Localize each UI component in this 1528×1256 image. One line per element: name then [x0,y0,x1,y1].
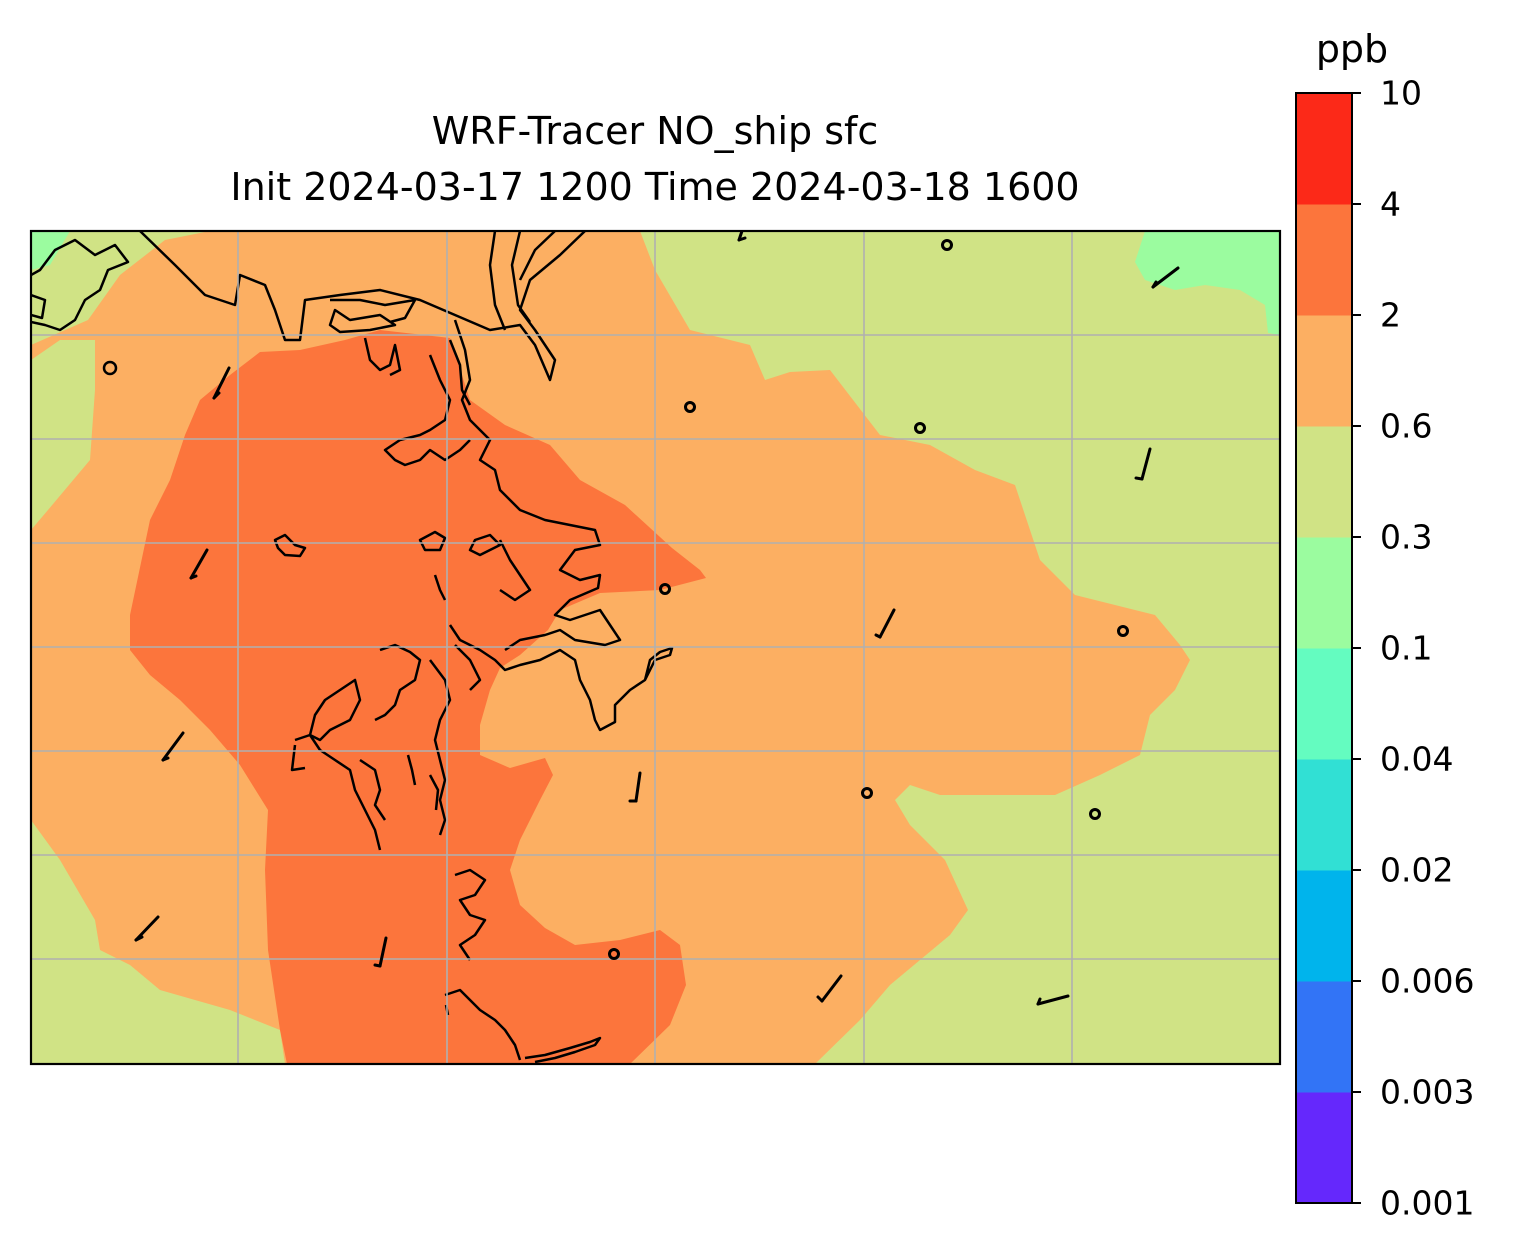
colorbar-unit-label: ppb [1315,27,1389,71]
field-band-0.1-0.3-nw [31,231,70,270]
calm-wind-circle [914,422,926,434]
wind-barb [1036,994,1070,1006]
colorbar-band [1296,759,1352,871]
wind-barb [189,548,209,580]
colorbar-tick-label: 4 [1380,184,1401,224]
field-band-2-4 [130,330,706,1064]
wind-barb [628,771,642,803]
wind-barb [161,731,185,762]
colorbar-tick-label: 0.04 [1380,739,1454,779]
colorbar-tick-label: 0.003 [1380,1072,1475,1112]
calm-wind-circle [1089,808,1101,820]
wind-barb [1151,266,1180,289]
wind-barb [737,231,747,242]
wind-barb [373,936,388,968]
calm-wind-circle [608,948,620,960]
colorbar-tick-label: 2 [1380,295,1401,335]
colorbar-band [1296,1092,1352,1204]
colorbar-tick-label: 10 [1380,73,1422,113]
wind-barb [874,608,896,639]
colorbar [1296,93,1352,1204]
calm-wind-circle [1117,625,1129,637]
colorbar-band [1296,93,1352,205]
wind-barbs [134,231,1180,1006]
wind-barb [816,974,843,1003]
colorbar-tick-label: 0.3 [1380,517,1433,557]
colorbar-ticks [1352,92,1361,1204]
colorbar-band [1296,204,1352,316]
colorbar-band [1296,315,1352,427]
colorbar-tick-label: 0.02 [1380,850,1454,890]
colorbar-band [1296,648,1352,760]
calm-wind-circle [684,401,696,413]
colorbar-band [1296,426,1352,538]
colorbar-tick-label: 0.1 [1380,628,1433,668]
colorbar-tick-label: 0.6 [1380,406,1433,446]
field-band-0.3-0.6-southwest [31,820,285,1064]
chart-title-line2: Init 2024-03-17 1200 Time 2024-03-18 160… [230,165,1080,209]
colorbar-band [1296,870,1352,982]
wind-barb [212,366,231,400]
chart-title-line1: WRF-Tracer NO_ship sfc [431,109,879,153]
map-area [31,231,1280,1064]
calm-wind-circle [861,787,873,799]
calm-wind-circle [941,239,953,251]
wind-barb [1134,447,1152,481]
gridlines [31,231,1280,1064]
calm-wind-circle [659,583,671,595]
colorbar-band [1296,981,1352,1093]
field-band-0.3-0.6-west [31,340,95,530]
wind-barb [134,915,160,942]
field-band-0.1-0.3-ne [1135,231,1280,335]
map-frame [29,229,1282,1066]
colorbar-band [1296,537,1352,649]
colorbar-tick-label: 0.006 [1380,961,1475,1001]
colorbar-tick-label: 0.001 [1380,1183,1475,1223]
